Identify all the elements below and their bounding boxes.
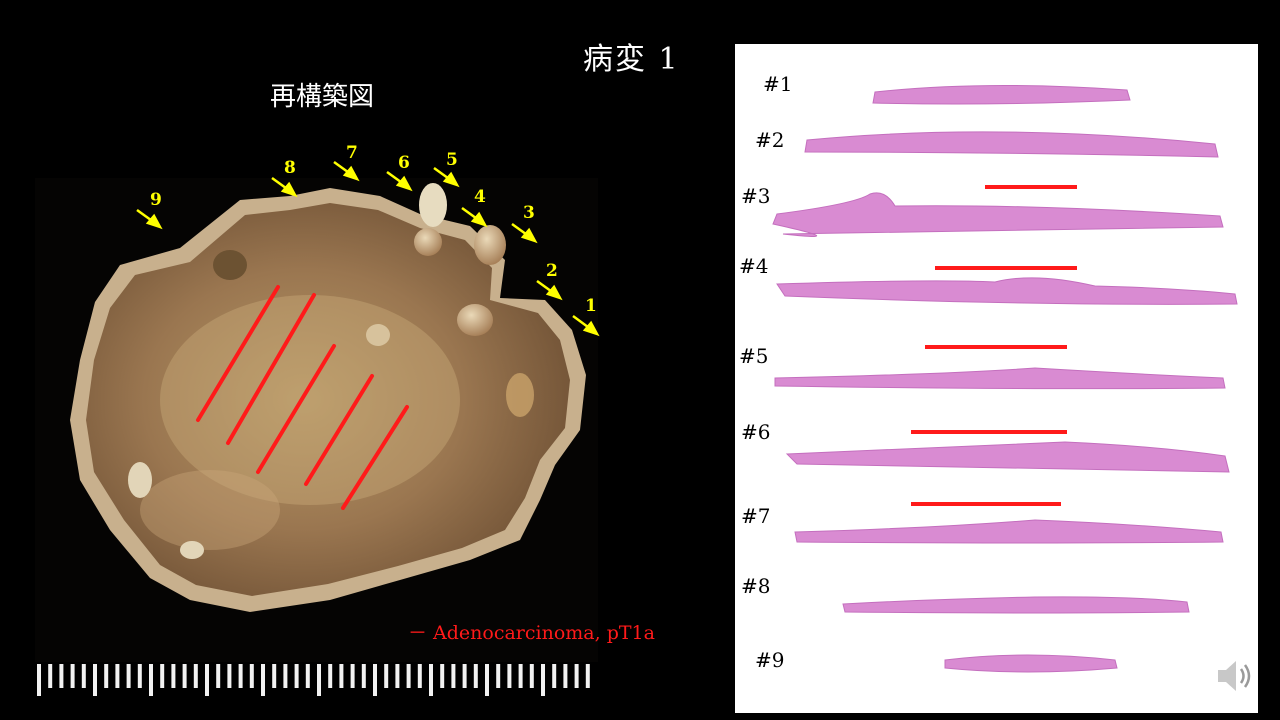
section-1 <box>872 84 1131 105</box>
section-label-4: #4 <box>739 254 769 278</box>
tumor-bars <box>911 185 1077 506</box>
arrow-label-8: 8 <box>284 158 296 178</box>
polyp-5 <box>419 183 447 227</box>
tumor-legend: － Adenocarcinoma, pT1a <box>408 622 655 644</box>
section-6 <box>785 441 1230 473</box>
scale-ruler <box>35 662 598 698</box>
section-label-5: #5 <box>739 344 769 368</box>
tumor-lines <box>196 285 409 510</box>
section-5 <box>774 367 1226 390</box>
histology-panel: #1 #2 #3 #4 #5 #6 #7 #8 #9 <box>735 44 1258 713</box>
tumor-line <box>341 405 409 510</box>
section-9 <box>944 654 1118 673</box>
slide-title: 病変 1 <box>583 42 680 77</box>
arrow-label-6: 6 <box>398 153 410 173</box>
section-2 <box>804 131 1219 158</box>
arrow-label-9: 9 <box>150 190 162 210</box>
section-label-2: #2 <box>755 128 785 152</box>
section-label-3: #3 <box>741 184 771 208</box>
arrow-label-5: 5 <box>446 150 458 170</box>
polyp-4 <box>474 225 506 265</box>
section-label-9: #9 <box>755 648 785 672</box>
section-3 <box>772 192 1224 237</box>
arrow-label-1: 1 <box>585 296 597 316</box>
arrow-label-7: 7 <box>346 143 358 163</box>
speaker-icon[interactable] <box>1214 656 1258 696</box>
section-label-8: #8 <box>741 574 771 598</box>
tumor-line <box>196 285 280 422</box>
section-arrows <box>136 160 600 337</box>
tumor-line <box>256 344 336 474</box>
tumor-line <box>226 293 316 445</box>
section-4 <box>776 277 1238 305</box>
tumor-line <box>304 374 374 486</box>
section-label-6: #6 <box>741 420 771 444</box>
specimen-body <box>86 203 570 596</box>
section-label-1: #1 <box>763 72 793 96</box>
arrow-label-2: 2 <box>546 261 558 281</box>
section-7 <box>794 519 1224 544</box>
histology-sections <box>772 84 1238 673</box>
section-8 <box>842 596 1190 614</box>
section-label-7: #7 <box>741 504 771 528</box>
arrow-label-3: 3 <box>523 203 535 223</box>
subtitle: 再構築図 <box>270 82 375 112</box>
arrow-label-4: 4 <box>474 187 486 207</box>
